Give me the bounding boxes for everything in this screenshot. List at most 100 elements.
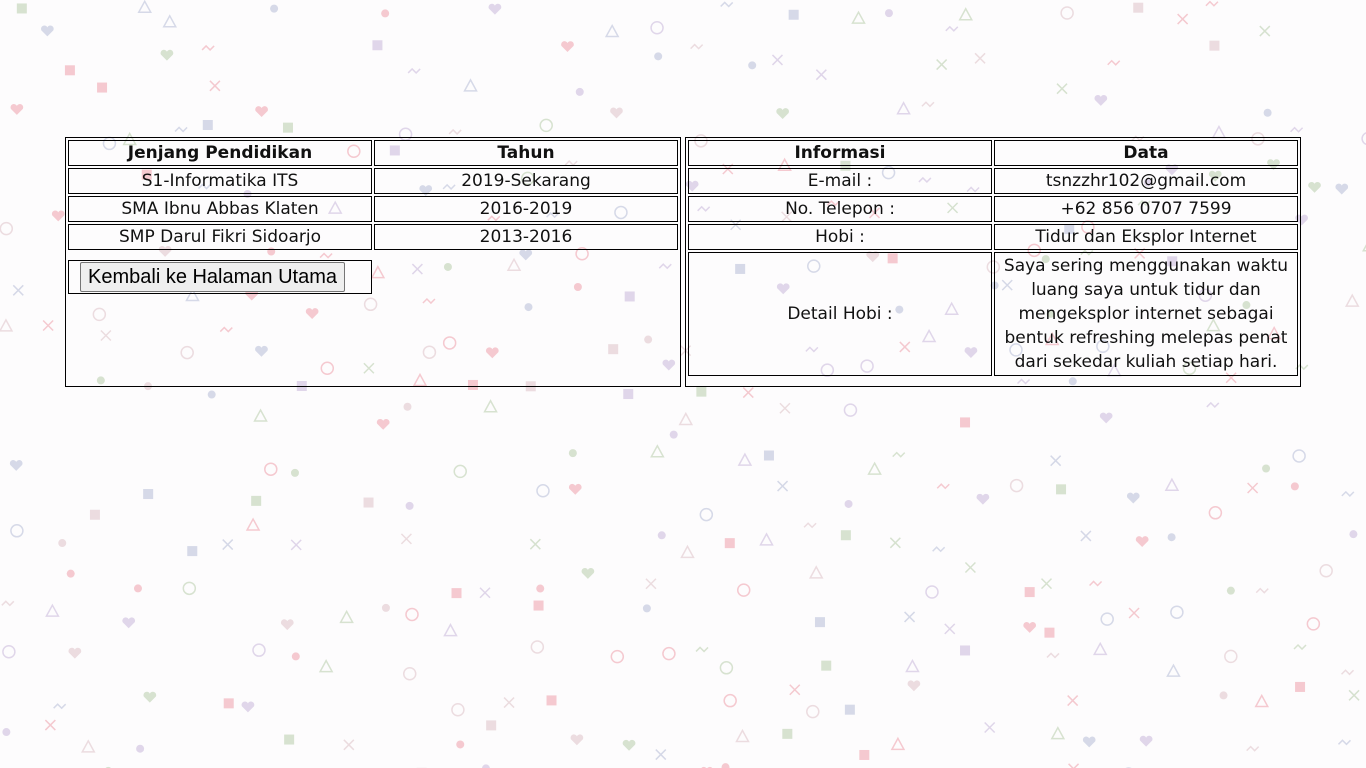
pattern-shape bbox=[820, 363, 835, 377]
pattern-shape bbox=[162, 14, 178, 28]
education-year-cell: 2019-Sekarang bbox=[374, 168, 678, 194]
header-level: Jenjang Pendidikan bbox=[68, 140, 372, 166]
pattern-shape bbox=[456, 740, 465, 749]
education-level-cell: SMP Darul Fikri Sidoarjo bbox=[68, 224, 372, 250]
pattern-shape bbox=[1319, 564, 1333, 578]
pattern-shape bbox=[448, 128, 462, 136]
pattern-shape bbox=[964, 347, 978, 359]
education-panel: Jenjang Pendidikan Tahun S1-Informatika … bbox=[65, 137, 681, 387]
info-value-cell: tsnzzhr102@gmail.com bbox=[994, 168, 1298, 194]
pattern-shape bbox=[405, 501, 414, 510]
pattern-shape bbox=[1211, 124, 1227, 139]
pattern-shape bbox=[944, 301, 959, 315]
pattern-shape bbox=[1295, 681, 1306, 692]
pattern-shape bbox=[1082, 736, 1096, 748]
pattern-shape bbox=[1040, 578, 1053, 590]
info-label-cell: Hobi : bbox=[688, 224, 992, 250]
pattern-shape bbox=[899, 341, 911, 353]
pattern-shape bbox=[223, 698, 234, 709]
pattern-shape bbox=[624, 291, 635, 302]
info-label-cell: E-mail : bbox=[688, 168, 992, 194]
pattern-shape bbox=[685, 180, 699, 192]
education-level-cell: S1-Informatika ITS bbox=[68, 168, 372, 194]
pattern-shape bbox=[405, 607, 419, 622]
pattern-shape bbox=[280, 619, 294, 631]
pattern-shape bbox=[483, 399, 498, 413]
pattern-shape bbox=[1335, 183, 1349, 195]
pattern-shape bbox=[284, 734, 295, 745]
pattern-shape bbox=[759, 532, 774, 546]
pattern-shape bbox=[96, 376, 105, 385]
pattern-shape bbox=[66, 569, 75, 578]
pattern-shape bbox=[944, 623, 956, 635]
pattern-shape bbox=[984, 721, 996, 734]
pattern-shape bbox=[568, 483, 582, 495]
pattern-shape bbox=[776, 108, 790, 119]
pattern-shape bbox=[442, 183, 456, 190]
pattern-shape bbox=[723, 693, 737, 708]
pattern-shape bbox=[974, 52, 986, 64]
pattern-shape bbox=[781, 211, 793, 223]
pattern-shape bbox=[777, 157, 792, 171]
pattern-shape bbox=[222, 539, 234, 551]
pattern-shape bbox=[44, 719, 56, 731]
back-to-home-button[interactable]: Kembali ke Halaman Utama bbox=[80, 262, 345, 292]
table-row: SMP Darul Fikri Sidoarjo 2013-2016 bbox=[68, 224, 678, 250]
pattern-shape bbox=[1292, 449, 1306, 463]
pattern-shape bbox=[89, 509, 100, 520]
pattern-shape bbox=[1092, 641, 1108, 656]
pattern-shape bbox=[887, 253, 898, 264]
pattern-shape bbox=[1167, 256, 1178, 267]
pattern-shape bbox=[851, 10, 866, 24]
pattern-shape bbox=[925, 585, 939, 599]
pattern-shape bbox=[530, 640, 545, 654]
pattern-shape bbox=[720, 1, 734, 8]
pattern-shape bbox=[1044, 331, 1060, 346]
pattern-shape bbox=[363, 362, 375, 374]
pattern-shape bbox=[506, 257, 522, 272]
pattern-shape bbox=[696, 386, 707, 397]
pattern-shape bbox=[1009, 478, 1024, 493]
pattern-shape bbox=[1, 600, 15, 607]
pattern-shape bbox=[1165, 164, 1179, 176]
pattern-shape bbox=[253, 408, 268, 422]
pattern-shape bbox=[695, 646, 709, 653]
table-row: S1-Informatika ITS 2019-Sekarang bbox=[68, 168, 678, 194]
education-level-cell: SMA Ibnu Abbas Klaten bbox=[68, 196, 372, 222]
pattern-shape bbox=[519, 249, 533, 261]
pattern-shape bbox=[122, 131, 137, 146]
pattern-shape bbox=[1064, 224, 1075, 235]
pattern-shape bbox=[860, 359, 874, 373]
pattern-shape bbox=[936, 59, 948, 71]
pattern-shape bbox=[422, 345, 437, 359]
info-value-cell: Tidur dan Eksplor Internet bbox=[994, 224, 1298, 250]
pattern-shape bbox=[443, 623, 458, 637]
pattern-shape bbox=[843, 403, 858, 417]
pattern-shape bbox=[1308, 181, 1321, 193]
pattern-shape bbox=[575, 87, 584, 96]
pattern-shape bbox=[658, 263, 672, 270]
pattern-shape bbox=[53, 703, 67, 710]
pattern-shape bbox=[892, 451, 906, 458]
pattern-shape bbox=[1167, 533, 1176, 542]
pattern-shape bbox=[343, 739, 355, 751]
pattern-shape bbox=[575, 247, 589, 261]
pattern-shape bbox=[486, 720, 497, 731]
pattern-shape bbox=[481, 764, 490, 768]
pattern-shape bbox=[736, 583, 751, 597]
pattern-shape bbox=[347, 144, 361, 158]
pattern-shape bbox=[1254, 693, 1270, 708]
table-row: No. Telepon : +62 856 0707 7599 bbox=[688, 196, 1298, 222]
pattern-shape bbox=[2, 728, 11, 737]
pattern-shape bbox=[699, 507, 714, 522]
pattern-shape bbox=[1290, 482, 1299, 491]
pattern-shape bbox=[763, 450, 774, 461]
pattern-shape bbox=[422, 297, 436, 305]
pattern-shape bbox=[807, 259, 821, 273]
pattern-shape bbox=[1341, 490, 1355, 497]
pattern-shape bbox=[467, 379, 478, 390]
pattern-shape bbox=[451, 588, 462, 599]
pattern-shape bbox=[536, 484, 550, 498]
pattern-shape bbox=[51, 210, 65, 222]
pattern-shape bbox=[697, 205, 711, 212]
